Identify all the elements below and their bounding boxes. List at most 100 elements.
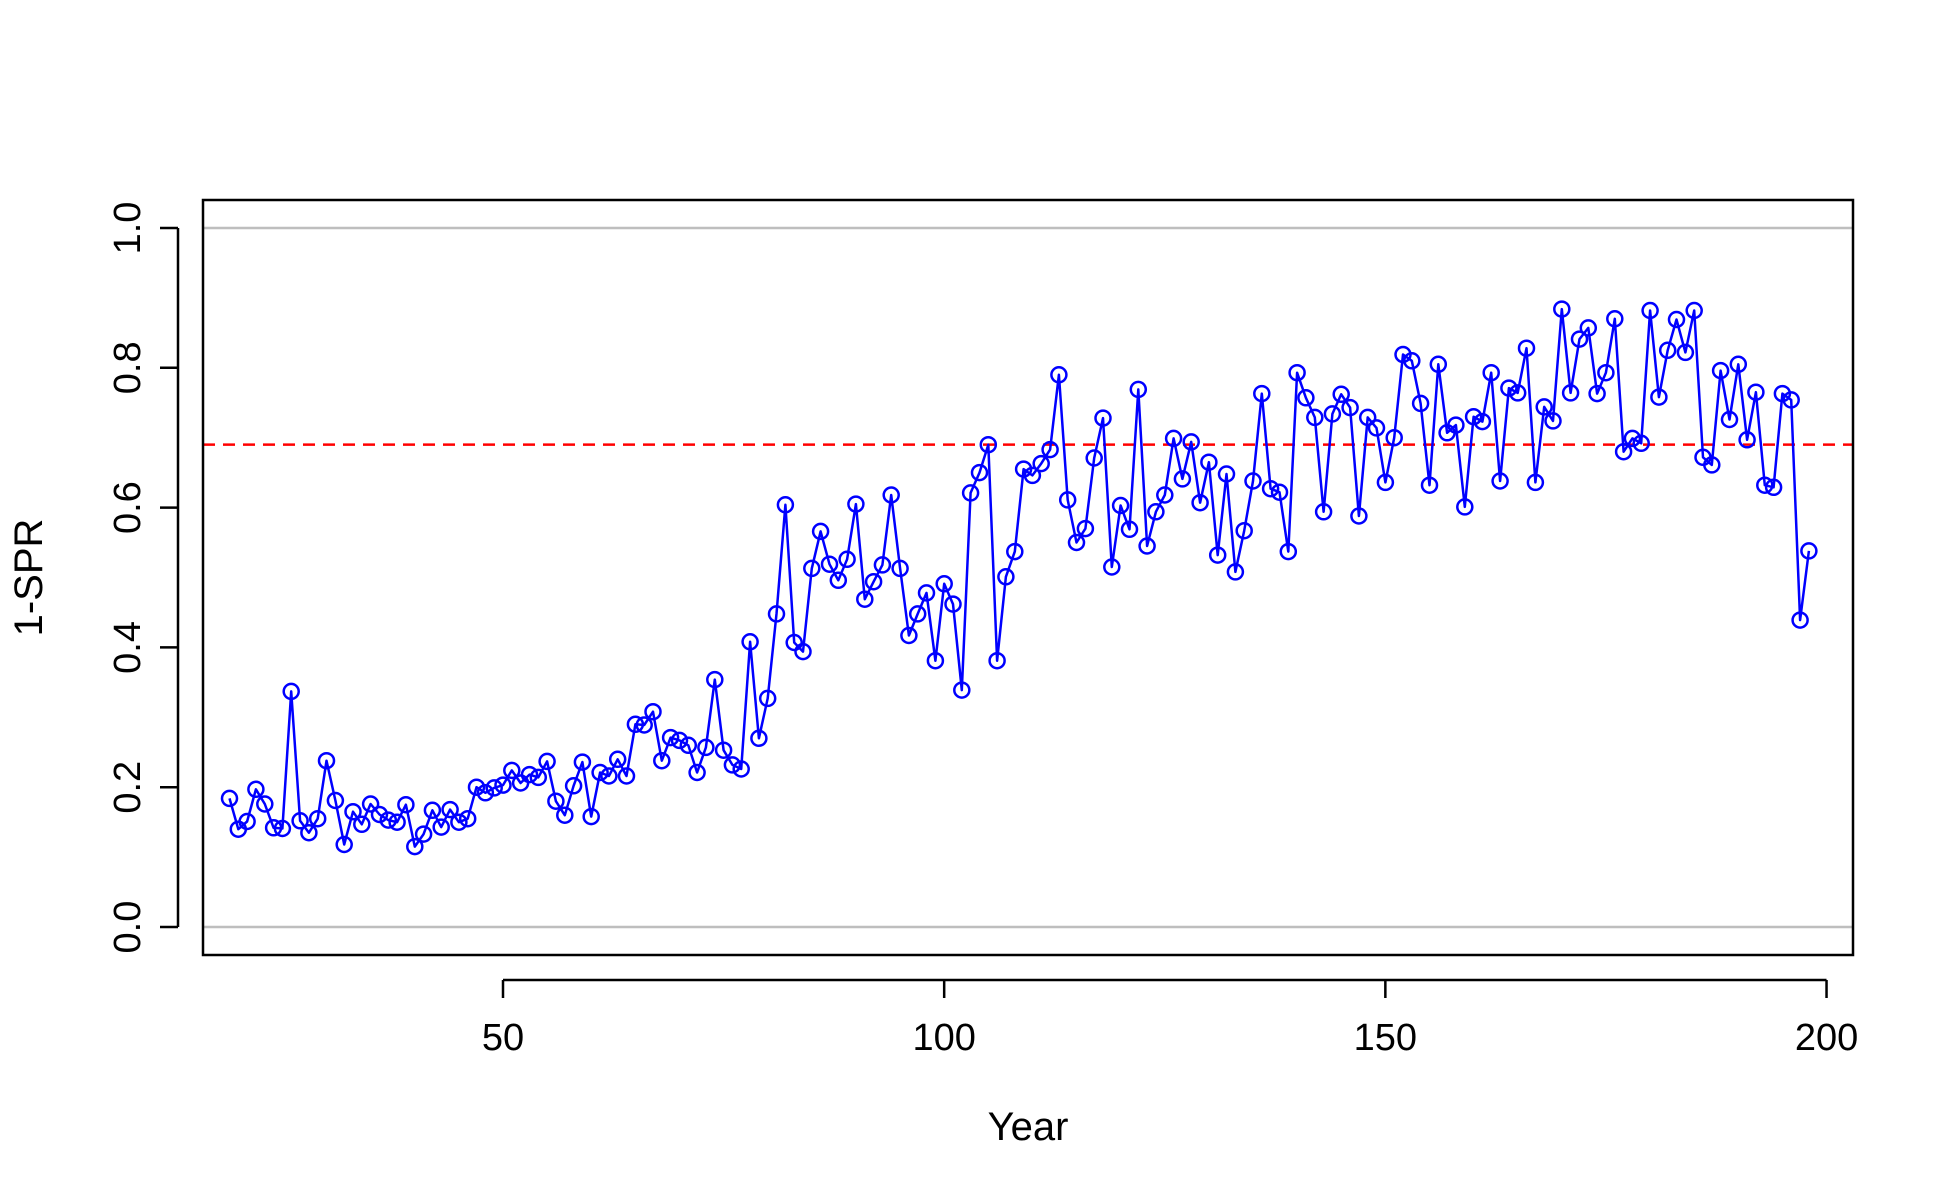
data-point	[529, 768, 548, 787]
data-point	[467, 778, 486, 796]
data-point	[1323, 405, 1342, 423]
data-point	[1120, 520, 1139, 539]
data-point	[458, 809, 477, 828]
data-point	[626, 715, 645, 734]
data-point	[1500, 379, 1518, 397]
data-point	[944, 595, 962, 613]
data-point	[1464, 407, 1483, 426]
data-point	[520, 765, 539, 784]
data-point	[1023, 466, 1042, 485]
data-point	[1729, 355, 1748, 374]
data-point	[247, 780, 265, 799]
data-point	[441, 800, 459, 819]
data-point	[450, 813, 468, 831]
y-axis-title: 1-SPR	[7, 519, 51, 637]
data-point	[1650, 388, 1668, 406]
series-group	[220, 300, 1818, 856]
data-point	[1111, 496, 1130, 515]
data-point	[1191, 493, 1209, 512]
data-point	[1791, 611, 1809, 629]
data-point	[556, 806, 574, 824]
data-point	[1561, 384, 1580, 402]
data-point	[1597, 363, 1615, 382]
data-point	[1747, 383, 1765, 401]
data-point	[679, 736, 698, 755]
data-point	[908, 605, 927, 623]
data-point	[1579, 319, 1598, 337]
data-point	[1553, 300, 1571, 318]
data-point	[494, 776, 512, 794]
data-point	[1261, 479, 1280, 498]
data-point	[1720, 410, 1739, 429]
data-point	[1058, 491, 1077, 509]
data-point	[1076, 519, 1095, 538]
data-point	[732, 760, 750, 778]
data-point	[220, 789, 239, 808]
data-point	[1085, 449, 1103, 467]
data-point	[1403, 352, 1421, 370]
data-point	[1067, 533, 1086, 552]
data-point	[1235, 521, 1253, 540]
data-point	[1676, 343, 1695, 362]
data-point	[811, 522, 830, 541]
data-point	[1588, 384, 1606, 403]
data-point	[917, 584, 936, 602]
data-point	[1341, 398, 1359, 417]
data-point	[344, 802, 362, 821]
data-point	[291, 812, 309, 830]
data-point	[1200, 453, 1218, 471]
data-point	[388, 813, 406, 831]
plot-area-frame	[201, 198, 1855, 957]
x-tick-label: 50	[482, 1017, 524, 1059]
data-point	[882, 486, 900, 504]
data-point	[264, 819, 283, 837]
data-point	[988, 651, 1006, 670]
data-point	[1456, 498, 1474, 516]
data-point	[414, 825, 433, 843]
data-point	[1447, 416, 1465, 434]
data-point	[1376, 473, 1395, 492]
data-point	[361, 795, 380, 813]
data-point	[714, 741, 733, 759]
data-point	[1050, 366, 1068, 384]
data-point	[1658, 341, 1677, 360]
data-point	[935, 575, 953, 593]
data-point	[803, 559, 821, 578]
data-point	[1367, 419, 1386, 437]
data-point	[370, 805, 389, 824]
data-point	[476, 784, 495, 802]
data-point	[1173, 470, 1192, 488]
data-point	[1270, 483, 1289, 501]
data-point	[1517, 339, 1536, 357]
data-point	[608, 750, 627, 769]
y-tick-label: 0.0	[107, 901, 149, 954]
data-point	[238, 812, 256, 831]
data-point	[1641, 301, 1659, 320]
data-point	[644, 702, 662, 721]
data-point	[1297, 389, 1315, 407]
data-point	[697, 738, 715, 757]
x-axis: 50 100 150 200	[482, 978, 1858, 1059]
data-point	[1358, 408, 1377, 427]
data-point	[1226, 563, 1245, 581]
data-point	[864, 572, 883, 591]
data-point	[706, 670, 724, 689]
data-point	[1164, 429, 1183, 448]
data-point	[891, 559, 909, 578]
data-point	[1350, 507, 1368, 525]
data-point	[1667, 310, 1686, 329]
data-point	[979, 435, 998, 454]
data-point	[1764, 478, 1783, 497]
data-point	[1623, 429, 1642, 448]
x-tick-label: 200	[1795, 1017, 1858, 1059]
data-point	[961, 484, 980, 502]
data-point	[1332, 385, 1350, 404]
data-point	[1508, 384, 1527, 402]
data-point	[1756, 476, 1774, 494]
data-point	[1094, 409, 1112, 427]
data-point	[1491, 472, 1509, 490]
data-point	[503, 761, 521, 780]
data-point	[1482, 363, 1500, 382]
data-point	[653, 751, 671, 770]
